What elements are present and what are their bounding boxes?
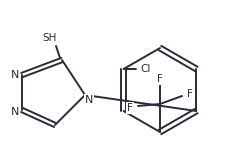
Text: F: F [157, 74, 163, 84]
Text: N: N [85, 95, 93, 105]
Text: Cl: Cl [140, 64, 151, 74]
Text: F: F [127, 103, 133, 113]
Text: N: N [11, 70, 19, 80]
Text: SH: SH [43, 33, 57, 43]
Text: F: F [187, 89, 193, 99]
Text: N: N [11, 107, 19, 117]
